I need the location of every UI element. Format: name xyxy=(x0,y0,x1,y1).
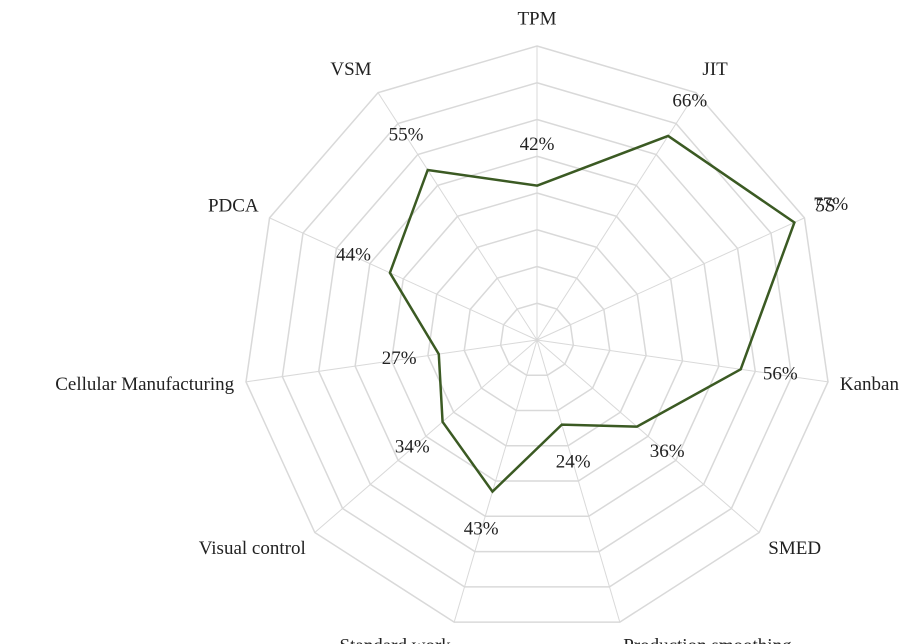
value-label: 43% xyxy=(464,518,499,539)
category-label: Kanban xyxy=(840,374,900,395)
grid-ring xyxy=(317,118,757,553)
spoke xyxy=(269,217,538,341)
value-label: 55% xyxy=(389,125,424,146)
category-label: JIT xyxy=(702,59,728,80)
spoke xyxy=(314,339,538,533)
value-label: 42% xyxy=(520,134,555,155)
category-label: Standard work xyxy=(339,635,451,644)
category-label: SMED xyxy=(768,538,821,559)
grid-ring xyxy=(427,228,647,447)
spoke xyxy=(536,339,829,383)
grid-ring xyxy=(390,192,684,482)
category-label: Visual control xyxy=(199,538,306,559)
spoke xyxy=(453,339,538,623)
value-label: 34% xyxy=(395,436,430,457)
value-label: 66% xyxy=(672,91,707,112)
spoke xyxy=(536,339,621,623)
category-label: PDCA xyxy=(208,195,259,216)
value-label: 24% xyxy=(556,451,591,472)
value-label: 27% xyxy=(382,348,417,369)
series-line xyxy=(388,134,796,494)
grid-ring xyxy=(499,302,575,377)
spoke xyxy=(536,217,805,341)
spoke xyxy=(377,92,538,341)
value-label: 44% xyxy=(336,245,371,266)
category-label: TPM xyxy=(517,8,556,29)
category-label: Cellular Manufacturing xyxy=(55,374,234,395)
category-label: VSM xyxy=(330,59,371,80)
grid-ring xyxy=(463,265,611,412)
value-label: 77% xyxy=(813,194,848,215)
spoke xyxy=(536,92,697,341)
category-label: Production smoothing xyxy=(623,635,792,644)
value-label: 36% xyxy=(650,441,685,462)
grid-ring xyxy=(245,45,829,623)
spoke xyxy=(245,339,538,383)
grid-ring xyxy=(281,81,793,588)
spoke xyxy=(536,339,760,533)
category-label: 5S xyxy=(815,195,835,216)
grid-ring xyxy=(354,155,720,518)
value-label: 56% xyxy=(763,363,798,384)
